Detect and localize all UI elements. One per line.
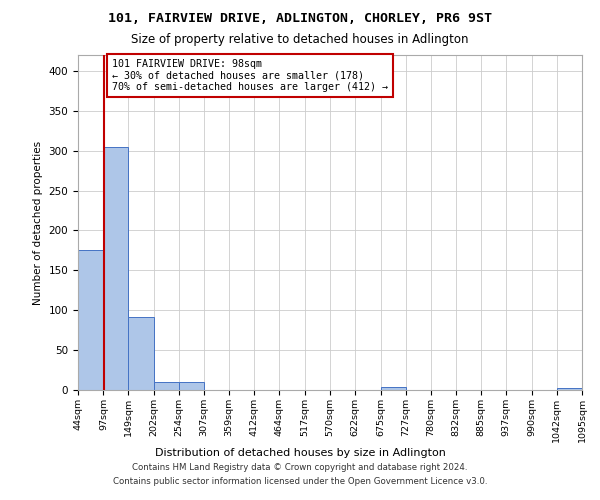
Y-axis label: Number of detached properties: Number of detached properties [33, 140, 43, 304]
Bar [179, 382, 204, 390]
Text: Contains public sector information licensed under the Open Government Licence v3: Contains public sector information licen… [113, 477, 487, 486]
Text: Distribution of detached houses by size in Adlington: Distribution of detached houses by size … [155, 448, 445, 458]
Text: Size of property relative to detached houses in Adlington: Size of property relative to detached ho… [131, 32, 469, 46]
Text: 101 FAIRVIEW DRIVE: 98sqm
← 30% of detached houses are smaller (178)
70% of semi: 101 FAIRVIEW DRIVE: 98sqm ← 30% of detac… [112, 59, 388, 92]
Bar [78, 250, 103, 390]
Text: Contains HM Land Registry data © Crown copyright and database right 2024.: Contains HM Land Registry data © Crown c… [132, 464, 468, 472]
Bar [103, 146, 128, 390]
Bar [380, 387, 406, 390]
Bar [557, 388, 582, 390]
Text: 101, FAIRVIEW DRIVE, ADLINGTON, CHORLEY, PR6 9ST: 101, FAIRVIEW DRIVE, ADLINGTON, CHORLEY,… [108, 12, 492, 26]
Bar [154, 382, 179, 390]
Bar [128, 316, 154, 390]
